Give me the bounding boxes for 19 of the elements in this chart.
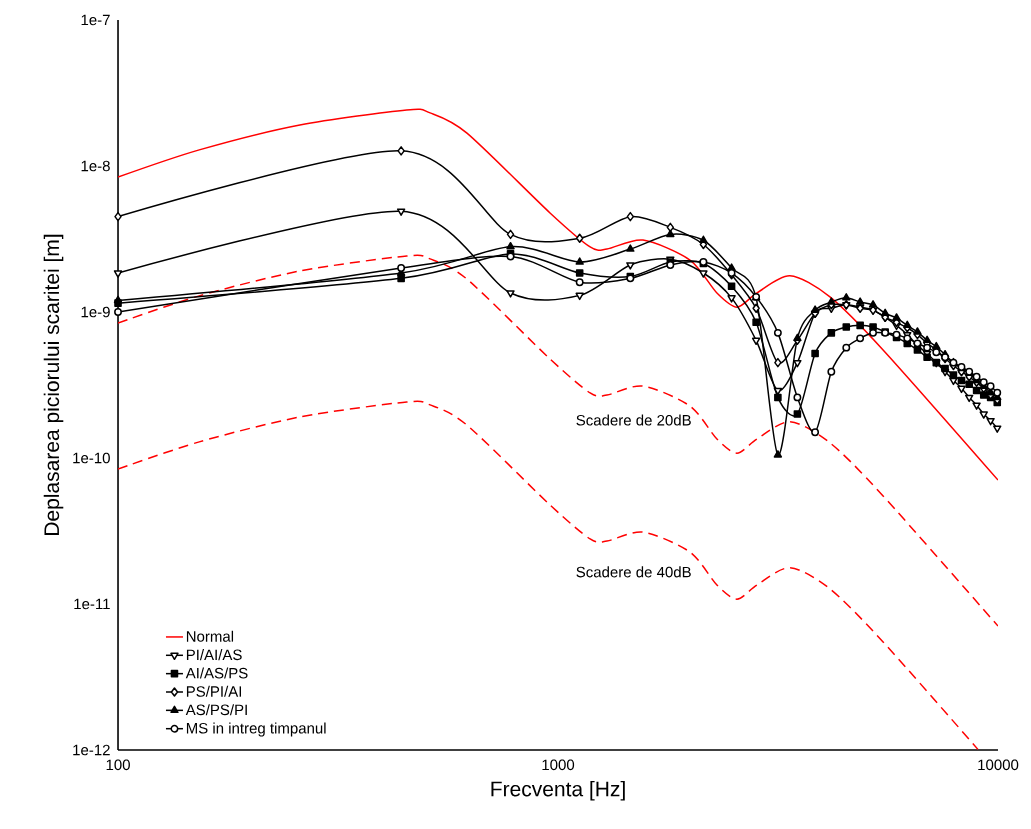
legend-label: Normal [186,630,234,642]
y-tick-label: 1e-10 [73,452,110,464]
x-tick-label: 1000 [542,759,575,771]
x-axis-title: Frecventa [Hz] [491,780,625,801]
legend-label: AS/PS/PI [185,704,247,716]
y-tick-label: 1e-8 [81,160,110,172]
annotation: Scadere de 40dB [576,566,691,578]
y-tick-label: 1e-9 [81,306,110,318]
legend-label: AI/AS/PS [185,667,248,679]
y-tick-label: 1e-7 [81,14,110,26]
y-axis-title: Deplasarea piciorului scaritei [m] [43,234,64,536]
legend-label: MS in intreg timpanul [186,722,326,737]
legend-label: PI/AI/AS [186,649,242,661]
x-tick-label: 10000 [978,759,1019,771]
y-tick-label: 1e-12 [73,744,110,756]
y-tick-label: 1e-11 [74,598,110,610]
x-tick-label: 100 [106,759,130,771]
annotation: Scadere de 20dB [576,414,691,426]
legend-label: PS/PI/AI [186,685,242,697]
